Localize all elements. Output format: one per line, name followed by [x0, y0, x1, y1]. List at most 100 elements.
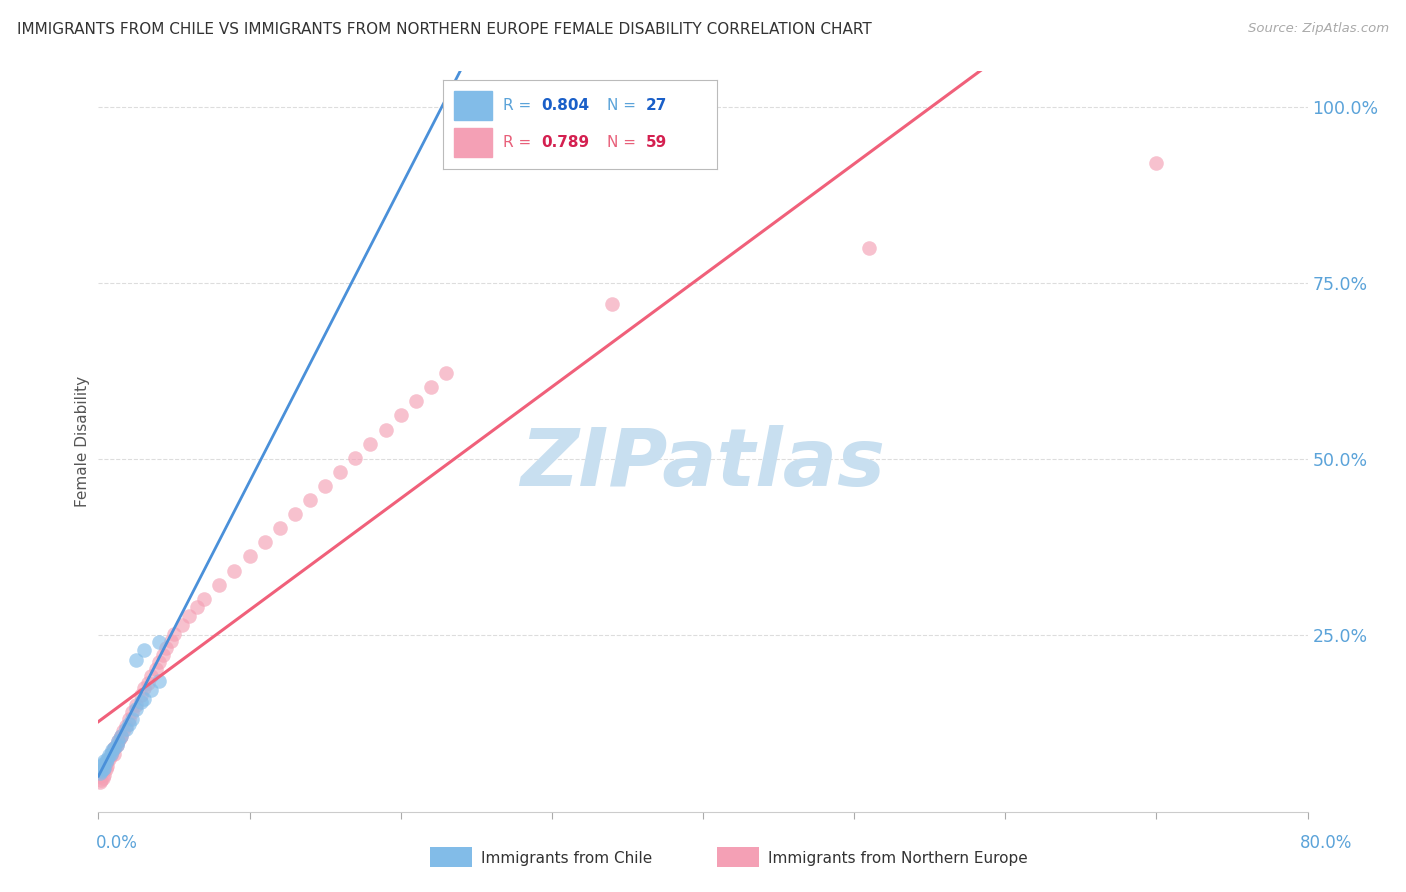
- Point: [108, 731, 131, 745]
- Point: [90, 764, 112, 778]
- Point: [389, 409, 412, 423]
- Point: [145, 662, 167, 676]
- Point: [89, 766, 111, 780]
- Point: [103, 747, 125, 761]
- Point: [125, 698, 148, 712]
- Point: [121, 712, 143, 726]
- Point: [186, 600, 208, 615]
- Point: [132, 642, 155, 657]
- Point: [104, 739, 127, 754]
- Text: R =: R =: [503, 136, 536, 150]
- Point: [132, 692, 155, 706]
- Text: 0.0%: 0.0%: [96, 834, 138, 852]
- Text: N =: N =: [607, 98, 641, 112]
- Point: [111, 723, 134, 738]
- Point: [125, 653, 148, 667]
- Text: 27: 27: [645, 98, 668, 112]
- Y-axis label: Female Disability: Female Disability: [75, 376, 90, 508]
- Point: [101, 745, 124, 759]
- Point: [170, 618, 193, 632]
- Point: [93, 754, 115, 768]
- Point: [93, 761, 115, 775]
- Text: 80.0%: 80.0%: [1301, 834, 1353, 852]
- Point: [253, 535, 276, 549]
- Point: [89, 769, 111, 783]
- Point: [125, 702, 148, 716]
- Bar: [454, 128, 492, 157]
- Point: [91, 763, 114, 777]
- Point: [90, 759, 112, 773]
- Point: [148, 635, 170, 649]
- Text: IMMIGRANTS FROM CHILE VS IMMIGRANTS FROM NORTHERN EUROPE FEMALE DISABILITY CORRE: IMMIGRANTS FROM CHILE VS IMMIGRANTS FROM…: [17, 22, 872, 37]
- Point: [152, 648, 174, 663]
- Point: [105, 738, 128, 752]
- Point: [299, 493, 322, 508]
- Point: [374, 423, 396, 437]
- Point: [96, 759, 118, 773]
- Point: [132, 681, 155, 696]
- Point: [329, 465, 352, 479]
- Point: [118, 716, 141, 731]
- Point: [114, 722, 136, 736]
- Point: [107, 734, 129, 748]
- Point: [193, 591, 215, 606]
- Point: [91, 771, 114, 785]
- Text: ZIPatlas: ZIPatlas: [520, 425, 886, 503]
- Point: [344, 450, 367, 465]
- Point: [434, 366, 457, 380]
- Point: [141, 669, 163, 683]
- Text: Immigrants from Chile: Immigrants from Chile: [481, 851, 652, 865]
- Point: [100, 748, 122, 763]
- Point: [93, 768, 115, 782]
- Text: Source: ZipAtlas.com: Source: ZipAtlas.com: [1249, 22, 1389, 36]
- Point: [163, 627, 186, 641]
- Bar: [454, 91, 492, 120]
- Point: [103, 741, 125, 756]
- Point: [93, 761, 115, 775]
- Point: [89, 775, 111, 789]
- Point: [314, 479, 336, 493]
- Point: [405, 394, 427, 409]
- Point: [148, 674, 170, 689]
- Point: [100, 747, 122, 761]
- Text: N =: N =: [607, 136, 641, 150]
- Point: [90, 772, 112, 787]
- Point: [90, 766, 112, 780]
- Point: [105, 738, 128, 752]
- Point: [96, 754, 118, 768]
- Point: [208, 577, 231, 591]
- Point: [269, 521, 291, 535]
- Point: [239, 549, 262, 564]
- Point: [118, 712, 141, 726]
- Point: [94, 756, 117, 770]
- Point: [360, 436, 382, 450]
- Text: 0.789: 0.789: [541, 136, 589, 150]
- Point: [114, 719, 136, 733]
- Point: [1144, 156, 1167, 170]
- Point: [179, 608, 201, 623]
- Point: [136, 676, 159, 690]
- Point: [101, 742, 124, 756]
- Point: [98, 752, 121, 766]
- Point: [110, 729, 132, 743]
- Point: [141, 683, 163, 698]
- Point: [155, 641, 177, 656]
- Text: Immigrants from Northern Europe: Immigrants from Northern Europe: [768, 851, 1028, 865]
- Point: [160, 634, 183, 648]
- Point: [91, 764, 114, 778]
- Point: [858, 241, 880, 255]
- Point: [148, 655, 170, 669]
- Point: [98, 748, 121, 763]
- Point: [91, 756, 114, 771]
- Point: [129, 695, 152, 709]
- Point: [121, 705, 143, 719]
- Text: R =: R =: [503, 98, 536, 112]
- Point: [103, 741, 125, 756]
- Point: [129, 689, 152, 703]
- Point: [284, 507, 307, 521]
- Point: [94, 756, 117, 771]
- Point: [602, 297, 624, 311]
- Point: [224, 564, 246, 578]
- Point: [110, 729, 132, 743]
- Point: [107, 734, 129, 748]
